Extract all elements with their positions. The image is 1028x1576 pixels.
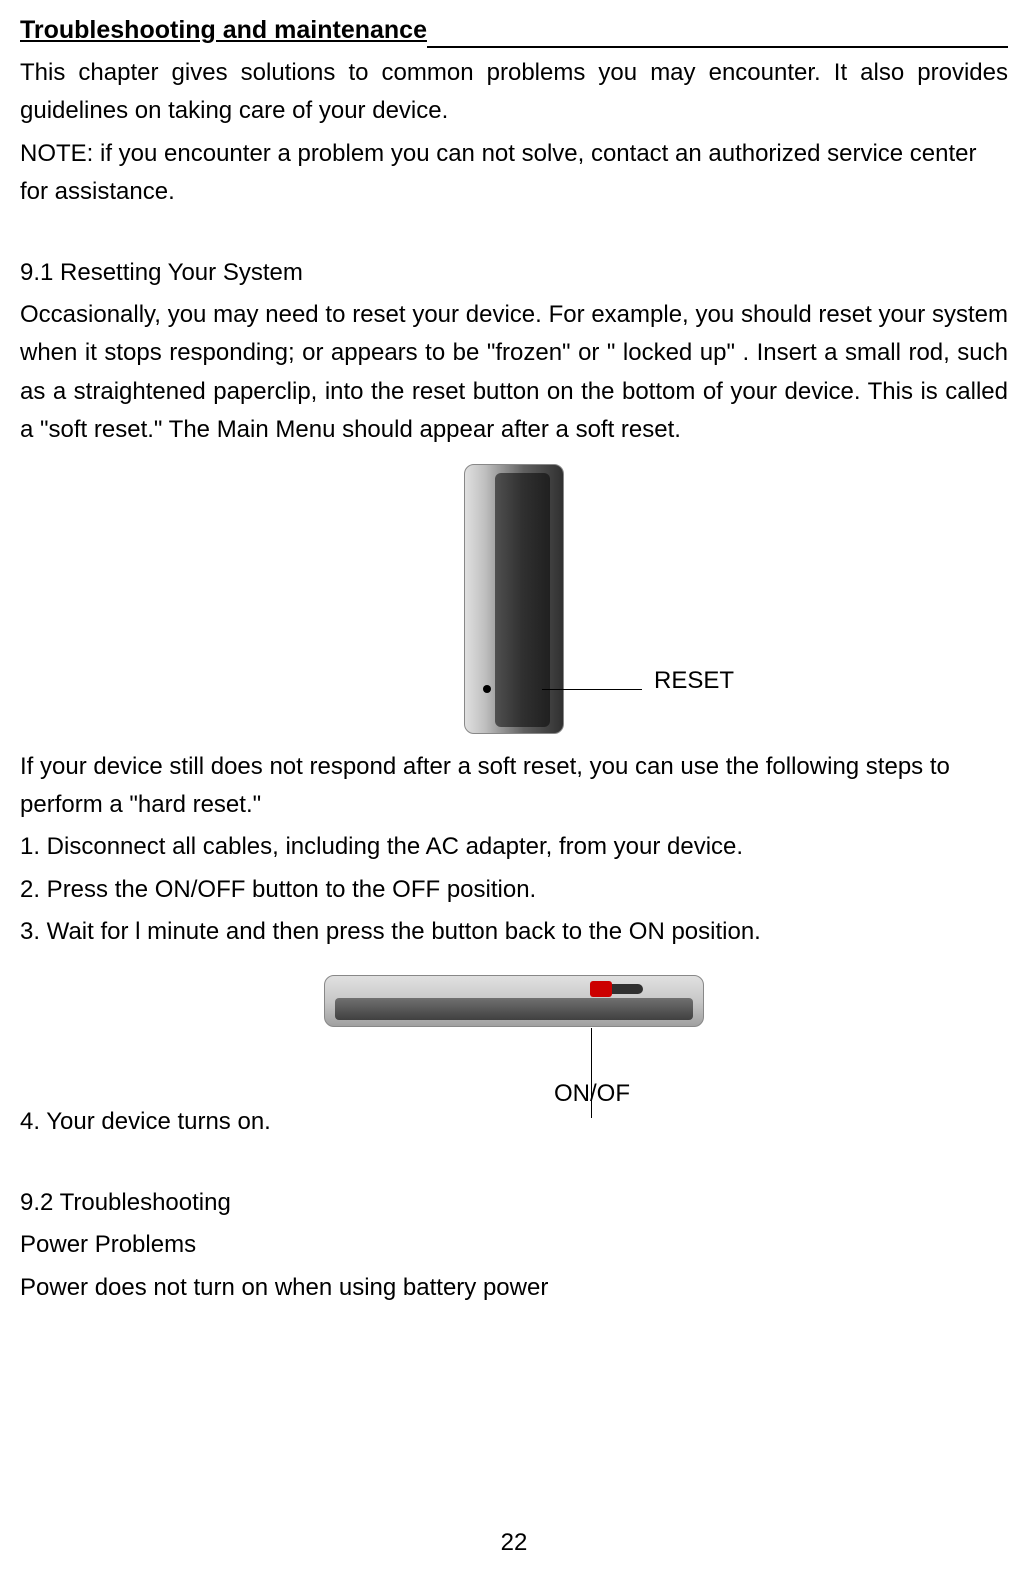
section-9-1-heading: 9.1 Resetting Your System	[20, 254, 1008, 292]
step-1: 1. Disconnect all cables, including the …	[20, 828, 1008, 866]
power-problems-heading: Power Problems	[20, 1226, 1008, 1264]
section-9-1-body: Occasionally, you may need to reset your…	[20, 296, 1008, 450]
onoff-label: ON/OF	[554, 1075, 630, 1113]
note-paragraph: NOTE: if you encounter a problem you can…	[20, 135, 1008, 212]
title-rule	[427, 46, 1008, 48]
device-bottom-panel	[335, 998, 693, 1020]
step-2: 2. Press the ON/OFF button to the OFF po…	[20, 871, 1008, 909]
reset-callout-line	[542, 689, 642, 690]
chapter-title: Troubleshooting and maintenance	[20, 10, 427, 50]
intro-paragraph: This chapter gives solutions to common p…	[20, 54, 1008, 131]
hard-reset-intro: If your device still does not respond af…	[20, 748, 1008, 825]
device-side-view	[464, 464, 564, 734]
onoff-switch	[590, 981, 612, 997]
power-problem-1: Power does not turn on when using batter…	[20, 1269, 1008, 1307]
step-3: 3. Wait for l minute and then press the …	[20, 913, 1008, 951]
reset-button-icon	[483, 685, 491, 693]
reset-label: RESET	[654, 662, 734, 700]
device-side-figure: RESET	[20, 464, 1008, 734]
device-bottom-view	[324, 975, 704, 1027]
device-bottom-figure: ON/OF	[20, 975, 1008, 1135]
page-number: 22	[501, 1524, 528, 1562]
section-9-2-heading: 9.2 Troubleshooting	[20, 1184, 1008, 1222]
